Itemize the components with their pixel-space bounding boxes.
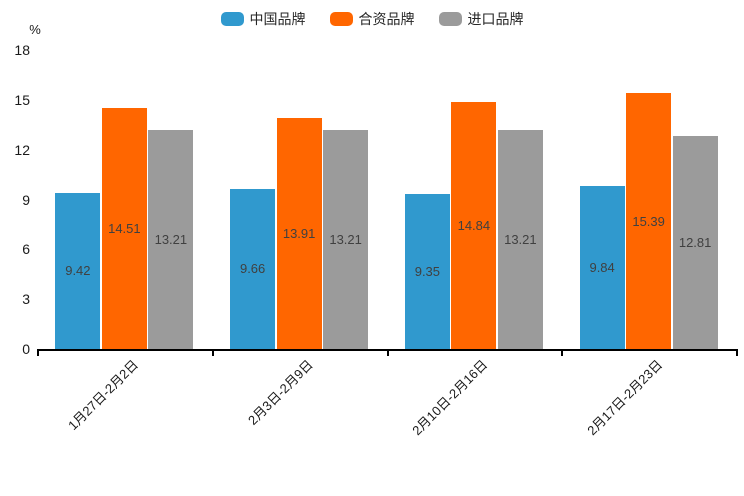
x-category-label: 1月27日-2月2日 [64,357,141,434]
x-axis-line [37,349,738,351]
legend-item-3[interactable]: 进口品牌 [438,11,524,27]
bar-value-label: 13.21 [504,231,537,247]
bar-value-label: 13.21 [329,231,362,247]
x-axis-tick [736,351,738,356]
bar-合资品牌-4: 15.39 [626,93,672,349]
legend-swatch-icon [438,12,462,26]
legend-swatch-icon [329,12,353,26]
bar-value-label: 9.66 [239,261,266,277]
x-axis-tick [561,351,564,356]
legend-item-2[interactable]: 合资品牌 [329,11,415,27]
legend-item-label: 进口品牌 [467,11,524,27]
y-tick-label: 6 [22,241,30,258]
bar-value-label: 12.81 [678,235,712,251]
y-axis-unit-label: % [29,22,41,37]
bar-进口品牌-1: 13.21 [148,129,194,349]
bar-value-label: 15.39 [632,213,665,229]
x-axis-tick [37,351,39,356]
legend-item-label: 中国品牌 [249,11,306,27]
x-axis-tick [211,351,214,356]
bar-中国品牌-2: 9.66 [230,188,276,349]
x-axis-tick [386,351,389,356]
bar-进口品牌-3: 13.21 [497,129,543,349]
bar-value-label: 14.84 [457,218,491,234]
legend-swatch-icon [220,12,244,26]
y-tick-label: 3 [22,291,30,308]
bar-中国品牌-1: 9.42 [55,192,101,349]
bar-value-label: 13.91 [282,225,316,241]
bar-进口品牌-2: 13.21 [323,129,369,349]
y-tick-label: 12 [14,141,30,158]
bar-value-label: 13.21 [154,231,188,247]
y-tick-label: 0 [22,341,30,357]
bar-中国品牌-4: 9.84 [579,185,625,349]
legend: 中国品牌 合资品牌 进口品牌 [0,8,744,30]
bar-合资品牌-3: 14.84 [451,102,497,349]
bar-value-label: 9.84 [589,259,615,275]
y-tick-label: 18 [14,42,30,58]
legend-item-1[interactable]: 中国品牌 [220,11,306,27]
bar-value-label: 14.51 [108,220,141,236]
bar-合资品牌-1: 14.51 [101,107,147,349]
bar-value-label: 9.35 [414,263,441,279]
y-tick-label: 15 [14,91,30,108]
x-category-label: 2月3日-2月9日 [244,357,316,428]
bar-合资品牌-2: 13.91 [276,117,322,349]
x-category-label: 2月17日-2月23日 [584,357,666,439]
y-tick-label: 9 [22,191,30,208]
bar-value-label: 9.42 [65,263,91,279]
legend-item-label: 合资品牌 [358,11,415,27]
bar-中国品牌-3: 9.35 [404,193,450,349]
bar-进口品牌-4: 12.81 [672,136,718,349]
x-category-label: 2月10日-2月16日 [409,357,491,439]
